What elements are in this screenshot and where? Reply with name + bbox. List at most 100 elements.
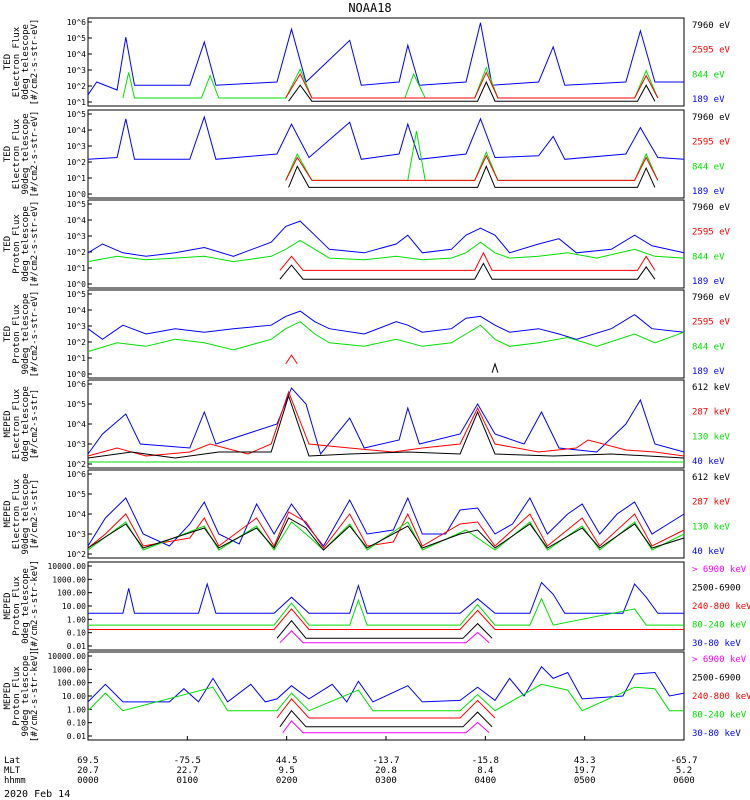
y-tick-label: 1.00 [67, 705, 86, 714]
y-tick-label: 10^4 [67, 510, 86, 519]
series-80-240-kev [87, 683, 684, 712]
series-189-ev [87, 22, 684, 96]
y-axis-label: [#/cm2-s-str-keV] [30, 560, 40, 652]
series-2595-ev [279, 251, 656, 271]
series-30-80-kev [87, 665, 685, 703]
x-tick-mlt: 9.5 [279, 766, 295, 776]
y-tick-label: 10^5 [67, 110, 86, 119]
legend-entry: 80-240 keV [692, 621, 747, 631]
y-axis-label: TED [3, 326, 13, 342]
series-612-kev [87, 517, 685, 551]
y-axis-label: 0deg telescope [21, 24, 31, 100]
panel-ted-e-90: 10^0 10^1 10^2 10^3 10^4 10^5 TED Electron Flux… [3, 109, 731, 199]
panel-frame [87, 289, 685, 379]
y-axis-label: TED [3, 54, 13, 70]
series-189-ev [87, 115, 685, 160]
x-tick-hhmm: 0400 [474, 776, 496, 786]
legend-entry: 287 keV [692, 498, 731, 508]
y-tick-label: 0.10 [67, 719, 86, 728]
series-189-ev [87, 310, 685, 340]
x-tick-mlt: 22.7 [176, 766, 198, 776]
panel-meped-p-0: 0.01 0.10 1.00 10.00 100.00 1000.00 10000.00 ME… [3, 560, 750, 652]
series--6900-kev [279, 630, 490, 644]
y-tick-label: 0.10 [67, 629, 86, 638]
y-tick-label: 10.00 [62, 602, 86, 611]
y-tick-label: 10000.00 [47, 652, 86, 661]
y-axis-label: Electron Flux [12, 118, 22, 189]
series-7960-ev [288, 164, 656, 188]
legend-entry: 844 eV [692, 252, 725, 262]
figure-title: NOAA18 [348, 1, 391, 15]
panel-frame [87, 469, 685, 559]
y-tick-label: 1000.00 [52, 575, 86, 584]
y-tick-label: 10^3 [67, 440, 86, 449]
y-axis-label: TED [3, 236, 13, 252]
series-7960-ev [288, 80, 656, 102]
legend-entry: 2595 eV [692, 138, 731, 148]
panel-frame [87, 561, 685, 651]
series-2595-ev [285, 71, 659, 99]
x-tick-lat: -65.7 [670, 756, 697, 766]
x-tick-hhmm: 0500 [574, 776, 596, 786]
series-612-kev [87, 394, 685, 459]
x-row-label: Lat [4, 756, 20, 766]
panel-meped-e-0: 10^2 10^3 10^4 10^5 10^6 MEPED Electron Flux 0d… [3, 379, 731, 469]
series-844-ev [87, 321, 685, 353]
series-2500-6900 [276, 619, 493, 639]
y-tick-label: 10^5 [67, 400, 86, 409]
legend-entry: 130 keV [692, 522, 731, 532]
y-tick-label: 10^5 [67, 490, 86, 499]
y-axis-label: 0deg telescope [21, 206, 31, 282]
y-tick-label: 0.01 [67, 642, 86, 651]
legend-entry: 287 keV [692, 408, 731, 418]
y-axis-label: 90deg telescope [21, 473, 31, 554]
x-tick-hhmm: 0200 [276, 776, 298, 786]
y-axis-label: 90deg telescope [21, 113, 31, 194]
panel-ted-p-0: 10^0 10^1 10^2 10^3 10^4 10^5 TED Proton Flux 0d… [3, 199, 731, 289]
x-tick-hhmm: 0000 [77, 776, 99, 786]
series-80-240-kev [88, 597, 684, 626]
y-axis-label: Electron Flux [12, 26, 22, 97]
legend-entry: 40 keV [692, 547, 725, 557]
y-tick-label: 10^6 [67, 470, 86, 479]
series-2595-ev [285, 354, 298, 365]
panel-frame [87, 199, 685, 289]
x-row-label: MLT [4, 766, 21, 776]
legend-entry: 189 eV [692, 277, 725, 287]
legend-entry: 40 keV [692, 457, 725, 467]
x-tick-lat: 43.3 [574, 756, 596, 766]
legend-entry: 844 eV [692, 70, 725, 80]
y-axis-label: [#/cm2-s-str] [30, 389, 40, 459]
y-tick-label: 10^6 [67, 380, 86, 389]
y-tick-label: 10^4 [67, 50, 86, 59]
x-tick-mlt: 20.7 [77, 766, 99, 776]
y-axis-label: Proton Flux [12, 304, 22, 364]
panel-meped-p-90: 0.01 0.10 1.00 10.00 100.00 1000.00 10000.00 ME… [3, 650, 750, 742]
y-axis-label: MEPED [3, 592, 13, 619]
series-7960-ev [491, 362, 499, 373]
y-axis-label: TED [3, 146, 13, 162]
y-tick-label: 10^3 [67, 322, 86, 331]
y-tick-label: 10^3 [67, 232, 86, 241]
x-tick-mlt: 8.4 [477, 766, 493, 776]
y-tick-label: 10^3 [67, 66, 86, 75]
series-189-ev [87, 220, 685, 257]
y-tick-label: 10^4 [67, 126, 86, 135]
legend-entry: 30-80 keV [692, 639, 741, 649]
legend-entry: 2500-6900 [692, 674, 741, 684]
y-tick-label: 10.00 [62, 692, 86, 701]
y-tick-label: 10^4 [67, 306, 86, 315]
series-287-kev [87, 390, 685, 457]
legend-entry: 2595 eV [692, 318, 731, 328]
y-axis-label: Proton Flux [12, 214, 22, 274]
series-7960-ev [279, 262, 656, 280]
y-tick-label: 1.00 [67, 615, 86, 624]
x-tick-lat: -13.7 [372, 756, 399, 766]
x-tick-hhmm: 0100 [176, 776, 198, 786]
y-tick-label: 10^3 [67, 142, 86, 151]
series-30-80-kev [88, 581, 684, 614]
y-axis-label: MEPED [3, 682, 13, 709]
legend-entry: 189 eV [692, 367, 725, 377]
y-axis-label: Proton Flux [12, 576, 22, 636]
